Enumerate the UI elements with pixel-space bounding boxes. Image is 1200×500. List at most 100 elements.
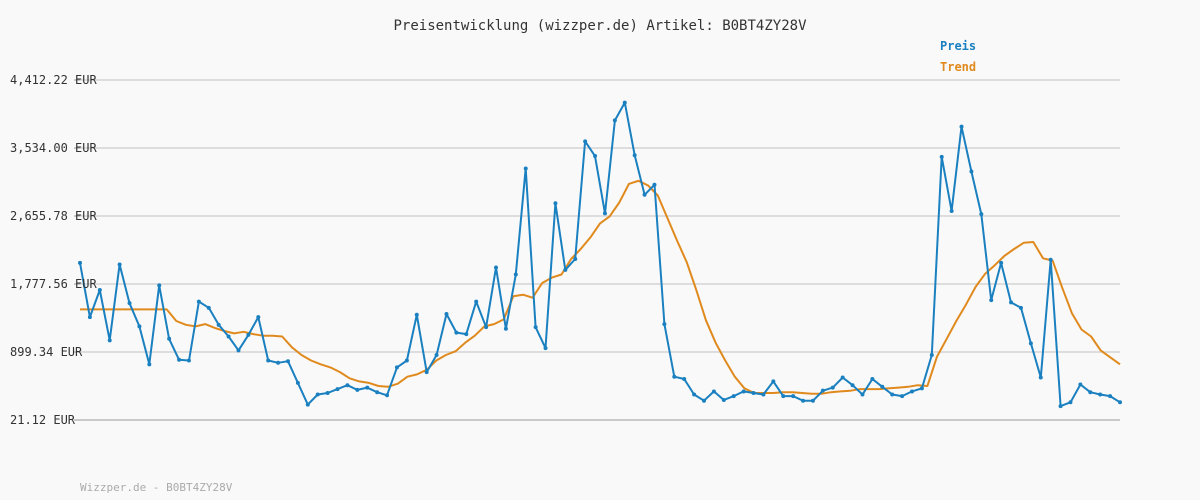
- data-point: [147, 362, 152, 367]
- data-point: [246, 332, 251, 337]
- data-point: [315, 392, 320, 397]
- data-point: [137, 324, 142, 329]
- data-point: [642, 192, 647, 197]
- data-point: [959, 124, 964, 129]
- data-point: [702, 398, 706, 403]
- data-point: [464, 332, 469, 337]
- data-point: [375, 390, 380, 395]
- data-point: [711, 389, 716, 394]
- data-point: [533, 325, 538, 330]
- data-point: [494, 265, 498, 270]
- data-point: [622, 100, 627, 105]
- data-point: [325, 390, 330, 395]
- data-point: [157, 283, 162, 288]
- data-point: [305, 402, 310, 407]
- data-point: [236, 348, 241, 353]
- data-point: [563, 267, 568, 272]
- data-point: [929, 353, 934, 358]
- data-point: [652, 182, 657, 187]
- data-point: [503, 326, 508, 331]
- data-point: [345, 383, 350, 388]
- data-point: [989, 298, 994, 303]
- data-point: [761, 392, 766, 397]
- data-point: [78, 260, 82, 265]
- data-point: [919, 386, 924, 391]
- data-point: [791, 394, 796, 399]
- data-point: [672, 374, 677, 379]
- legend-trend: Trend: [940, 60, 977, 74]
- data-point: [226, 334, 231, 339]
- data-point: [880, 384, 885, 389]
- data-point: [949, 209, 954, 214]
- data-point: [583, 139, 588, 144]
- data-point: [771, 379, 776, 384]
- data-point: [870, 377, 875, 382]
- data-point: [1118, 400, 1122, 405]
- data-point: [900, 394, 905, 399]
- data-point: [523, 166, 528, 171]
- data-point: [385, 393, 390, 398]
- data-point: [682, 377, 687, 382]
- data-point: [196, 299, 201, 304]
- legend-preis: Preis: [940, 39, 977, 53]
- data-point: [276, 360, 281, 365]
- data-point: [1009, 300, 1014, 305]
- data-point: [801, 398, 806, 403]
- data-point: [602, 211, 607, 216]
- y-tick-label: 2,655.78 EUR: [10, 209, 97, 223]
- data-point: [286, 359, 290, 364]
- chart-title: Preisentwicklung (wizzper.de) Artikel: B…: [393, 18, 807, 34]
- data-point: [1088, 390, 1093, 395]
- data-point: [117, 262, 122, 267]
- data-point: [513, 272, 518, 277]
- data-point: [454, 330, 459, 335]
- data-point: [692, 392, 697, 397]
- data-point: [424, 370, 429, 375]
- data-point: [593, 154, 598, 159]
- data-point: [216, 322, 221, 327]
- data-point: [1058, 404, 1063, 409]
- data-point: [939, 154, 944, 159]
- data-point: [1038, 375, 1043, 380]
- data-point: [860, 392, 865, 397]
- data-point: [1018, 305, 1023, 310]
- data-point: [969, 169, 974, 174]
- data-point: [434, 353, 439, 358]
- data-point: [186, 358, 191, 363]
- data-point: [355, 387, 360, 392]
- data-point: [1098, 392, 1103, 397]
- data-point: [87, 315, 92, 320]
- series-line-trend: [80, 179, 1121, 395]
- data-point: [206, 305, 211, 310]
- data-point: [721, 397, 726, 402]
- data-point: [177, 357, 182, 362]
- data-point: [404, 358, 409, 363]
- footer-credit: Wizzper.de - B0BT4ZY28V: [80, 481, 233, 494]
- data-point: [266, 358, 271, 363]
- data-point: [543, 346, 548, 351]
- y-tick-label: 4,412.22 EUR: [10, 73, 97, 87]
- data-point: [97, 288, 102, 293]
- data-point: [484, 325, 489, 330]
- data-point: [573, 257, 578, 262]
- data-point: [1078, 382, 1083, 387]
- data-point: [107, 338, 112, 343]
- data-point: [365, 385, 370, 390]
- data-point: [553, 201, 558, 206]
- data-point: [850, 383, 855, 388]
- data-point: [731, 394, 736, 399]
- data-point: [167, 336, 172, 341]
- data-point: [741, 389, 746, 394]
- series-line-preis: [79, 101, 1121, 408]
- data-point: [414, 312, 419, 317]
- data-point: [810, 398, 815, 403]
- data-point: [662, 322, 667, 327]
- data-point: [910, 389, 914, 394]
- y-tick-label: 1,777.56 EUR: [10, 277, 97, 291]
- y-tick-label: 21.12 EUR: [10, 413, 76, 427]
- data-point: [820, 388, 825, 393]
- data-point: [632, 153, 637, 158]
- data-point: [1028, 341, 1033, 346]
- y-tick-label: 3,534.00 EUR: [10, 141, 97, 155]
